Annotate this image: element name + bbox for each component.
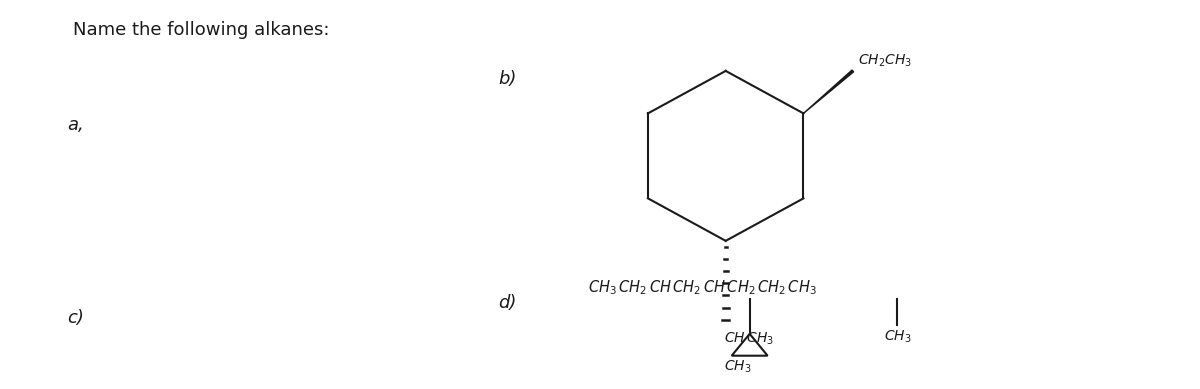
Text: c): c) [67,309,84,327]
Polygon shape [804,70,853,113]
Text: $CH\,CH_3$: $CH\,CH_3$ [724,331,774,347]
Text: b): b) [498,70,517,88]
Text: a,: a, [67,116,84,134]
Text: $CH_2CH_3$: $CH_2CH_3$ [858,53,912,69]
Text: $CH_3$: $CH_3$ [883,329,911,345]
Text: $CH_3$: $CH_3$ [724,359,751,375]
Text: d): d) [498,294,517,312]
Text: $CH_3\,CH_2\,CH\,CH_2\,CH\,CH_2\,CH_2\,CH_3$: $CH_3\,CH_2\,CH\,CH_2\,CH\,CH_2\,CH_2\,C… [588,278,817,296]
Text: Name the following alkanes:: Name the following alkanes: [73,21,330,39]
